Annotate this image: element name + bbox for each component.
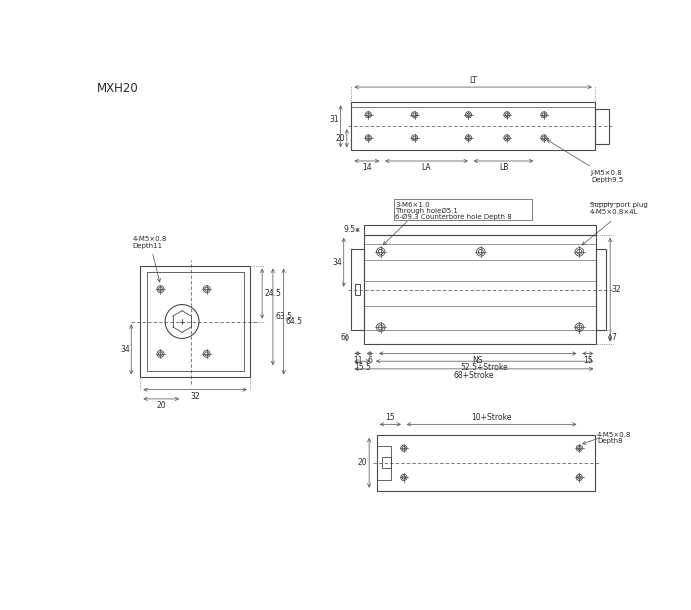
Text: 15: 15 [386,413,395,422]
Bar [377,435,595,490]
Text: 4-M5×0.8×4L: 4-M5×0.8×4L [590,209,638,215]
Text: 3-M6×1.0: 3-M6×1.0 [395,202,430,208]
Text: 52.5+Stroke: 52.5+Stroke [461,364,509,373]
Bar [595,109,609,144]
Text: 20: 20 [357,458,367,467]
Bar [394,199,532,220]
Text: 24.5: 24.5 [265,289,281,298]
Text: MXH20: MXH20 [97,82,139,95]
Text: 32: 32 [612,285,621,294]
Bar [596,249,605,331]
Text: 7: 7 [612,333,616,342]
Text: 11: 11 [353,356,362,365]
Text: J-M5×0.8
Depth9.5: J-M5×0.8 Depth9.5 [547,140,623,183]
Text: 4-M5×0.8: 4-M5×0.8 [597,432,632,438]
Text: 6: 6 [341,333,346,342]
Text: 15: 15 [583,356,593,365]
Text: 34: 34 [120,345,130,354]
Text: 6: 6 [368,356,372,365]
Bar [377,446,390,479]
Text: 63.5: 63.5 [275,312,292,321]
Bar [363,235,596,344]
Text: 14: 14 [362,163,372,172]
Text: 9.5: 9.5 [343,226,355,234]
Bar [140,266,250,378]
Bar [146,272,244,371]
Text: LB: LB [499,163,508,172]
Bar [352,102,595,150]
Text: 6-Ø9.3 Counterbore hole Depth 8: 6-Ø9.3 Counterbore hole Depth 8 [395,214,512,220]
Text: 32: 32 [190,392,200,401]
Bar [363,225,596,235]
Bar [382,458,390,468]
Text: 20: 20 [336,134,346,143]
Text: Through holeØ5.1: Through holeØ5.1 [395,208,458,214]
Text: Supply port plug: Supply port plug [590,202,648,208]
Text: 4-M5×0.8
Depth11: 4-M5×0.8 Depth11 [133,235,167,282]
Text: 34: 34 [332,258,342,267]
Text: 20: 20 [156,401,166,410]
Text: NS: NS [473,356,483,365]
Text: 64.5: 64.5 [286,317,303,326]
Text: LT: LT [469,76,477,85]
Text: LA: LA [422,163,431,172]
Text: 15.5: 15.5 [354,364,370,373]
Text: 68+Stroke: 68+Stroke [453,371,494,380]
Text: 10+Stroke: 10+Stroke [471,413,512,422]
Text: 31: 31 [330,115,339,124]
Bar [355,284,360,295]
Bar [352,249,363,331]
Text: Depth8: Depth8 [597,438,623,444]
